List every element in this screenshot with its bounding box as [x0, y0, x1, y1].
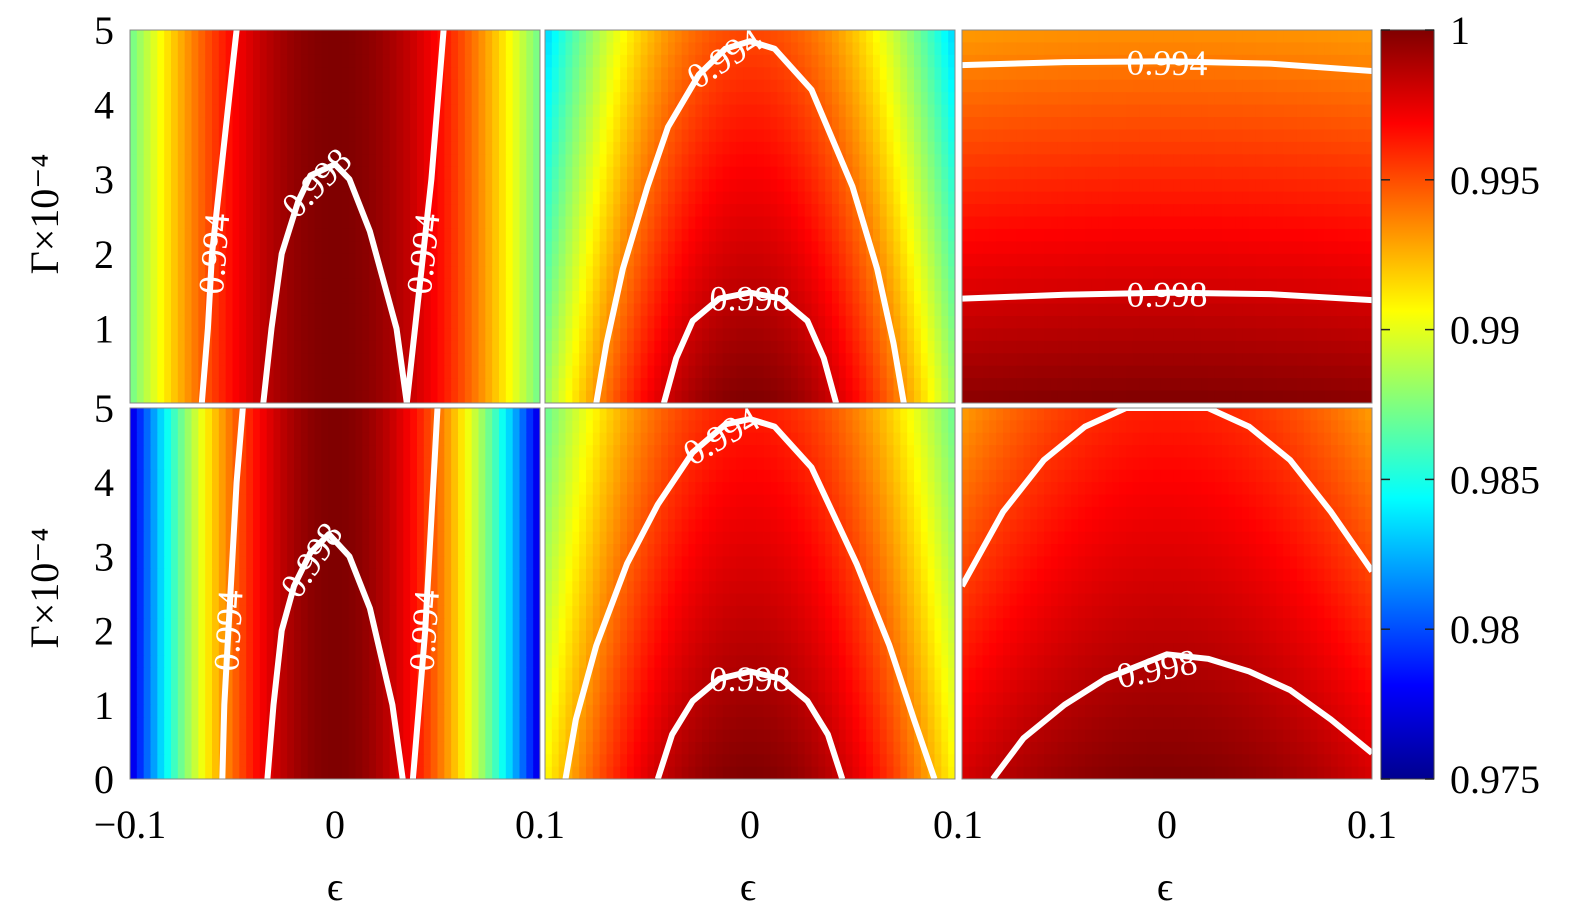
x-axis-label-middle: ϵ	[740, 864, 756, 909]
axes-text-layer: Γ×10⁻⁴ Γ×10⁻⁴ ϵ ϵ ϵ	[22, 154, 1173, 909]
contour-0.994	[593, 38, 907, 403]
y-tick-label: 1	[94, 306, 114, 351]
contour-0.994	[962, 58, 1372, 74]
y-tick-label: 5	[94, 8, 114, 53]
contour-0.994	[198, 30, 240, 403]
colorbar-gradient	[1380, 29, 1435, 780]
contour-0.994	[403, 30, 447, 403]
contour-0.994	[562, 416, 938, 779]
heatmap-cells	[545, 30, 955, 403]
contour-label: 0.994	[1126, 43, 1207, 84]
contour-label: 0.994	[399, 211, 448, 296]
panel-frame	[129, 29, 541, 404]
contour-label: 0.998	[1126, 274, 1207, 314]
panel-frame	[544, 407, 956, 780]
x-axis-label-right: ϵ	[1157, 864, 1173, 909]
panels-layer: 0.994 0.994 0.998 0.994 0.998 0.994 0.998 0.994…	[129, 29, 1373, 780]
colorbar-tick-label: 0.985	[1450, 457, 1540, 502]
colorbar-tick-label: 0.99	[1450, 308, 1520, 353]
x-axis-label-left: ϵ	[327, 864, 343, 909]
contour-label: 0.994	[191, 212, 238, 296]
y-tick-label: 5	[94, 386, 114, 431]
heatmap-cells	[962, 30, 1372, 403]
contour-0.998	[990, 651, 1372, 779]
colorbar-tick-label: 0.995	[1450, 158, 1540, 203]
panel-bottom-right: 0.998	[961, 407, 1373, 780]
x-tick-label: 0.1	[1347, 802, 1397, 847]
y-tick-label: 2	[94, 609, 114, 654]
y-tick-label: 4	[94, 83, 114, 128]
contour-label: 0.998	[710, 279, 791, 319]
contour-0.998	[260, 161, 410, 403]
contour-0.998	[962, 289, 1372, 304]
panel-frame	[961, 29, 1373, 404]
colorbar-tick-label: 1	[1450, 8, 1470, 53]
heatmap-cells	[962, 408, 1372, 779]
y-tick-label: 3	[94, 157, 114, 202]
contour-0.994	[962, 408, 1372, 588]
x-tick-label: 0.1	[933, 802, 983, 847]
panel-frame	[129, 407, 541, 780]
x-tick-label: 0	[1157, 802, 1177, 847]
x-tick-label: −0.1	[94, 802, 167, 847]
heatmap-cells	[130, 30, 540, 403]
contour-0.994	[219, 408, 246, 779]
y-tick-label: 1	[94, 683, 114, 728]
colorbar-tick-label: 0.98	[1450, 607, 1520, 652]
contour-0.998	[654, 668, 846, 779]
heatmap-cells	[130, 408, 540, 779]
contour-label: 0.994	[206, 589, 250, 672]
panel-frame	[544, 29, 956, 404]
y-tick-label: 4	[94, 460, 114, 505]
contour-0.998	[661, 289, 839, 403]
x-tick-label: 0	[740, 802, 760, 847]
y-axis-label-bottom: Γ×10⁻⁴	[22, 528, 67, 649]
contour-0.994	[409, 408, 441, 779]
y-tick-label: 0	[94, 757, 114, 802]
colorbar-tick-label: 0.975	[1450, 757, 1540, 802]
contour-label: 0.994	[401, 589, 447, 673]
panel-top-right: 0.994 0.998	[961, 29, 1373, 404]
x-tick-label: 0	[325, 802, 345, 847]
y-tick-label: 2	[94, 232, 114, 277]
x-tick-label: 0.1	[515, 802, 565, 847]
y-axis-label-top: Γ×10⁻⁴	[22, 154, 67, 275]
contour-0.998	[264, 531, 406, 779]
colorbar: 1 0.995 0.99 0.985 0.98 0.975	[1380, 8, 1540, 802]
contour-label: 0.998	[710, 659, 791, 699]
contour-lines: 0.994 0.998	[962, 43, 1372, 315]
panel-frame	[961, 407, 1373, 780]
y-tick-label: 3	[94, 534, 114, 579]
heatmap-cells	[545, 408, 955, 779]
